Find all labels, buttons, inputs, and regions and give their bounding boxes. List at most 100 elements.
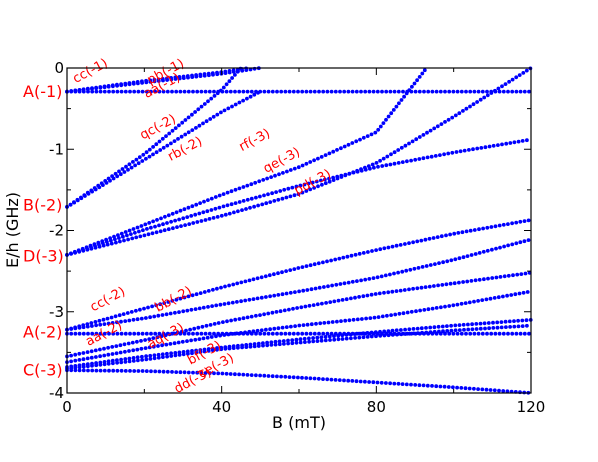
series-point [128, 89, 132, 94]
series-point [98, 85, 103, 90]
series-point [186, 130, 191, 135]
series-point [266, 331, 271, 336]
series-point [285, 169, 289, 174]
series-point [90, 86, 94, 91]
series-point [140, 159, 145, 163]
series-point [69, 368, 74, 373]
series-point [276, 293, 281, 297]
series-point [154, 303, 159, 308]
series-point [309, 322, 314, 327]
series-point [216, 321, 221, 325]
series-point [428, 263, 433, 267]
series-point [355, 168, 359, 173]
series-point [397, 311, 402, 316]
level-label: A(-1) [23, 82, 62, 101]
series-point [346, 280, 351, 285]
series-point [382, 290, 386, 295]
series-point [369, 292, 374, 297]
series-point [459, 89, 464, 94]
series-point [111, 368, 116, 373]
series-point [277, 342, 282, 347]
series-point [262, 89, 267, 94]
series-point [333, 257, 338, 262]
series-point [477, 251, 482, 255]
series-point [119, 89, 124, 94]
series-point [206, 198, 210, 203]
series-point [245, 197, 250, 202]
series-point [290, 185, 295, 190]
series-point [249, 314, 254, 319]
series-point [188, 327, 193, 332]
series-point [262, 331, 267, 336]
series-point [398, 243, 403, 247]
series-point [340, 333, 345, 338]
series-point [482, 321, 487, 326]
series-point [101, 183, 105, 188]
series-point [97, 318, 102, 323]
series-point [424, 326, 428, 330]
series-point [506, 89, 510, 94]
series-point [146, 305, 150, 310]
series-point [186, 294, 191, 299]
series-point [451, 331, 456, 336]
series-point [492, 388, 497, 393]
series-point [474, 327, 479, 331]
series-point [396, 270, 400, 275]
series-point [288, 168, 293, 172]
series-point [194, 126, 198, 130]
series-point [516, 318, 520, 323]
series-point [233, 102, 238, 107]
series-point [388, 89, 393, 94]
series-point [115, 174, 120, 179]
series-point [463, 301, 468, 305]
series-point [396, 161, 401, 165]
series-point [241, 98, 246, 103]
series-point [181, 352, 186, 357]
series-point [115, 320, 119, 325]
series-point [264, 201, 269, 206]
series-point [399, 332, 404, 337]
series-point [300, 190, 305, 195]
series-point [428, 330, 433, 334]
series-point [277, 172, 281, 177]
series-point [211, 216, 216, 220]
series-point [443, 120, 447, 124]
series-point [186, 115, 191, 120]
series-point [144, 354, 149, 359]
series-point [144, 80, 149, 85]
series-point [205, 335, 210, 340]
series-point [127, 359, 132, 364]
series-point [254, 373, 258, 378]
series-point [449, 258, 454, 263]
series-point [365, 293, 370, 298]
series-point [102, 353, 107, 358]
series-point [165, 351, 169, 356]
series-point [444, 233, 448, 238]
series-point [521, 290, 526, 295]
series-point [157, 89, 162, 94]
series-point [365, 335, 370, 339]
series-point [409, 158, 413, 163]
series-point [394, 289, 399, 293]
series-point [316, 261, 321, 266]
series-point [244, 207, 248, 211]
series-point [156, 355, 161, 360]
series-point [276, 197, 281, 202]
series-point [421, 383, 426, 388]
series-point [280, 325, 285, 330]
series-point [201, 336, 206, 341]
series-point [79, 196, 84, 201]
series-point [349, 336, 353, 341]
series-point [151, 219, 156, 224]
series-point [457, 111, 462, 116]
series-point [450, 150, 455, 155]
series-point [195, 89, 200, 94]
series-point [433, 262, 437, 266]
series-point [197, 337, 202, 341]
series-point [469, 253, 474, 257]
series-point [113, 314, 118, 319]
series-point [378, 124, 383, 129]
series-point [373, 330, 378, 334]
series-point [420, 265, 425, 269]
series-point [144, 150, 149, 155]
